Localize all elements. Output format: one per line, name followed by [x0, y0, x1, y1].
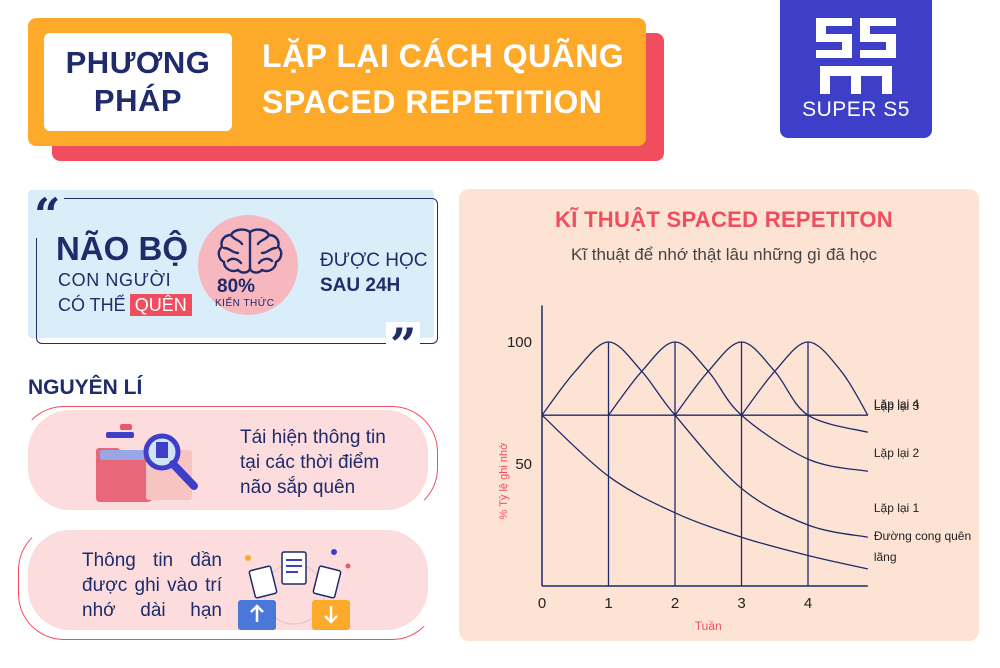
chart-subtitle: Kĩ thuật để nhớ thật lâu những gì đã học	[570, 245, 878, 264]
search-folder-icon	[96, 424, 198, 502]
super-s5-logo: SUPER S5	[780, 0, 932, 138]
quote-headline: NÃO BỘ	[56, 230, 188, 267]
after-label-line1: ĐƯỢC HỌC	[320, 250, 428, 271]
principle-card-1-frame	[18, 406, 438, 514]
series-line-3	[674, 341, 869, 433]
principle-text-1: Tái hiện thông tin tại các thời điểm não…	[240, 427, 386, 498]
quote-line3-prefix: CÓ THỂ	[58, 295, 126, 315]
chart-title: KĨ THUẬT SPACED REPETITON	[555, 207, 893, 232]
x-tick-label: 0	[538, 595, 546, 612]
principle-card-1	[28, 410, 428, 510]
method-box: PHƯƠNG PHÁP	[44, 33, 232, 131]
after-label-line2: SAU 24H	[320, 275, 401, 296]
y-axis-title: % Tỷ lệ ghi nhớ	[498, 443, 510, 520]
principle-text-2: Thông tin dần được ghi vào trí nhớ dài h…	[82, 550, 222, 621]
x-tick-label: 3	[737, 595, 745, 612]
series-label: Lặp lại 1	[874, 501, 920, 515]
page-title: LẶP LẠI CÁCH QUÃNG SPACED REPETITION	[262, 33, 652, 125]
series-line-1	[541, 341, 868, 538]
series-line-0	[541, 414, 868, 570]
x-tick-label: 2	[671, 595, 679, 612]
documents-folders-icon	[238, 549, 351, 630]
quote-line3: CÓ THỂ QUÊN	[58, 294, 192, 316]
principle-card-2	[28, 530, 428, 630]
s5-logo-mark	[816, 18, 896, 94]
series-line-4	[740, 341, 869, 416]
y-tick-label: 100	[507, 334, 532, 351]
method-label-line2: PHÁP	[93, 83, 183, 118]
open-quote-icon: “	[30, 192, 65, 238]
quote-frame	[36, 198, 438, 344]
title-line2: SPACED REPETITION	[262, 84, 603, 120]
series-label: Lặp lại 2	[874, 446, 920, 460]
series-label-forgetting-1: Đường cong quên	[874, 529, 971, 543]
percent-value: 80%	[217, 276, 256, 297]
series-label-forgetting-2: lãng	[874, 550, 897, 564]
quote-line2: CON NGƯỜI	[58, 270, 172, 290]
x-tick-label: 4	[804, 595, 812, 612]
x-axis-title: Tuần	[695, 619, 722, 633]
percent-label: KIẾN THỨC	[215, 298, 275, 309]
forget-highlight: QUÊN	[129, 294, 192, 316]
close-quote-icon: ”	[386, 322, 421, 368]
series-line-2	[607, 341, 868, 472]
method-label-line1: PHƯƠNG	[65, 45, 211, 80]
brain-icon	[217, 228, 283, 274]
principle-card-2-frame	[18, 524, 438, 640]
series-label: Lặp lại 4	[874, 397, 920, 411]
principles-title: NGUYÊN LÍ	[28, 376, 143, 399]
logo-text: SUPER S5	[802, 98, 910, 121]
x-tick-label: 1	[604, 595, 612, 612]
series-label: Lặp lại 3	[874, 399, 920, 413]
title-line1: LẶP LẠI CÁCH QUÃNG	[262, 38, 625, 74]
y-tick-label: 50	[515, 456, 532, 473]
